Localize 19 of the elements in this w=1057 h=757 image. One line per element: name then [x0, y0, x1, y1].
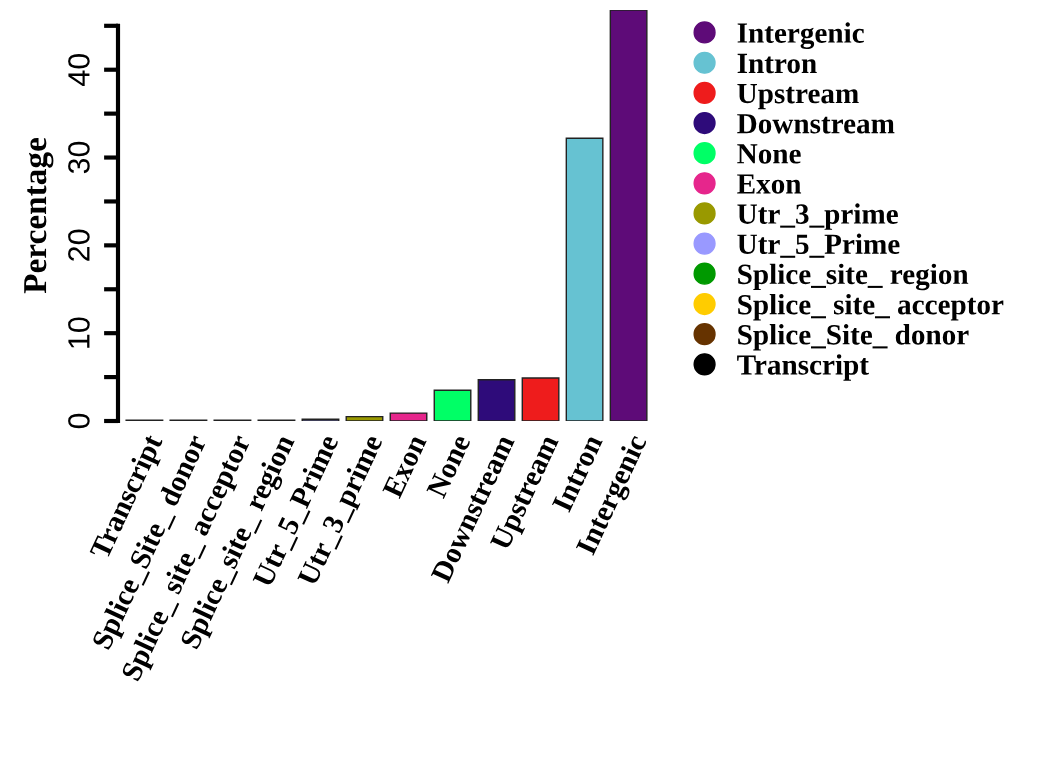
y-tick-label: 0	[68, 413, 90, 429]
y-tick-label: 30	[68, 141, 90, 174]
legend-label: None	[737, 144, 801, 164]
legend-label: Splice_ site_ acceptor	[738, 293, 1004, 321]
legend-label: Utr_5_Prime	[737, 233, 900, 258]
legend-label: Exon	[737, 174, 802, 194]
y-tick-label: 20	[68, 229, 90, 261]
legend-label: Splice_Site_ donor	[738, 324, 969, 351]
y-tick-label: 10	[68, 317, 90, 348]
legend-label: Intron	[737, 53, 817, 74]
legend-label: Downstream	[737, 114, 895, 134]
legend-label: Splice_site_ region	[738, 263, 969, 291]
legend-label: Upstream	[737, 84, 859, 110]
legend-label: Transcript	[737, 354, 869, 381]
y-tick-label: 40	[68, 53, 90, 87]
y-axis-title: Percentage	[24, 138, 54, 294]
legend-label: Utr_3_prime	[737, 203, 898, 230]
legend-label: Intergenic	[737, 22, 864, 50]
x-tick-label: Exon	[382, 432, 427, 500]
